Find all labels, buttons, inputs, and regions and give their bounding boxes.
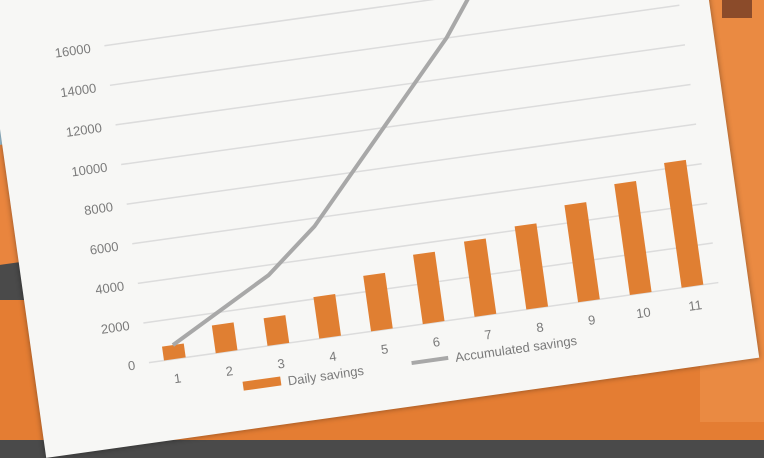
y-tick-label: 6000 — [89, 239, 120, 258]
y-tick-label: 14000 — [59, 80, 97, 100]
y-tick-label: 10000 — [70, 160, 108, 180]
grid-line — [104, 0, 674, 47]
daily-savings-bar — [313, 294, 342, 339]
x-tick-label: 7 — [484, 327, 493, 343]
grid-lines — [104, 0, 719, 364]
y-axis-ticks: 0 2000 4000 6000 8000 10000 12000 14000 16000 — [54, 41, 136, 374]
background-dark-corner — [722, 0, 752, 18]
grid-line — [109, 4, 680, 87]
daily-savings-bar — [263, 315, 290, 346]
y-tick-label: 0 — [127, 358, 136, 374]
daily-savings-bar — [211, 322, 238, 354]
x-tick-label: 6 — [432, 334, 441, 350]
x-tick-label: 9 — [587, 312, 596, 328]
y-tick-label: 16000 — [54, 41, 92, 61]
daily-savings-bar — [162, 343, 186, 361]
x-tick-label: 11 — [687, 297, 702, 314]
legend-daily-savings-swatch — [242, 376, 282, 391]
grid-line — [121, 83, 691, 166]
y-tick-label: 4000 — [94, 278, 125, 297]
x-tick-label: 4 — [328, 349, 337, 365]
y-tick-label: 8000 — [83, 199, 114, 218]
x-tick-label: 8 — [535, 319, 544, 335]
x-tick-label: 2 — [225, 363, 234, 379]
legend-daily-savings-label: Daily savings — [287, 363, 365, 389]
grid-line — [126, 123, 697, 205]
grid-line — [137, 202, 708, 285]
grid-line — [132, 162, 702, 245]
y-tick-label: 12000 — [65, 120, 103, 140]
accumulated-savings-line — [171, 0, 609, 347]
x-tick-label: 5 — [380, 341, 389, 357]
daily-savings-bar — [463, 238, 497, 317]
daily-savings-bar — [564, 202, 600, 303]
daily-savings-bars — [162, 159, 704, 361]
y-tick-label: 2000 — [100, 318, 131, 337]
grid-line — [115, 44, 686, 126]
daily-savings-bar — [664, 159, 704, 288]
x-tick-label: 3 — [276, 356, 285, 372]
daily-savings-bar — [363, 272, 393, 332]
daily-savings-bar — [413, 251, 445, 325]
x-axis-ticks: 1 2 3 4 5 6 7 8 9 10 11 — [173, 297, 703, 386]
legend-accumulated-savings-label: Accumulated savings — [454, 333, 578, 365]
x-tick-label: 1 — [173, 370, 182, 386]
x-tick-label: 10 — [635, 304, 651, 321]
daily-savings-bar — [514, 223, 549, 310]
daily-savings-bar — [614, 181, 652, 296]
legend-accumulated-savings-swatch — [411, 355, 449, 366]
